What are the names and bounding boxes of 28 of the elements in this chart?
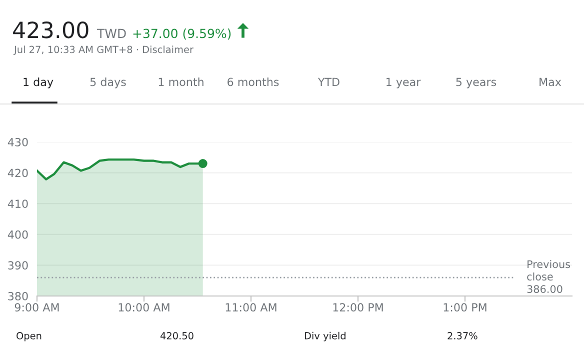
y-tick-label: 420 [8, 168, 28, 178]
x-tick-label: 12:00 PM [333, 303, 383, 312]
ref-line-label: Previous close 386.00 [527, 260, 570, 293]
text: 1 month [158, 78, 204, 86]
x-tick-label: 10:00 AM [118, 303, 170, 312]
text: 1 day [24, 78, 54, 88]
text: Jul 27, 10:33 AM GMT+8 · Disclaimer [13, 46, 194, 55]
text: 5 years [456, 78, 496, 88]
text: TWD [96, 28, 126, 38]
text: Max [540, 78, 562, 86]
text: 2.37% [448, 332, 478, 340]
text: Div yield [304, 332, 346, 342]
chart-title: 423.00 [13, 22, 88, 38]
x-tick-label: 1:00 PM [444, 303, 486, 312]
text: YTD [318, 78, 340, 86]
x-tick-label: 9:00 AM [14, 303, 59, 312]
text: +37.00 (9.59%) [133, 28, 231, 40]
text: 420.50 [160, 332, 194, 340]
y-tick-label: 380 [8, 292, 28, 300]
text: Open [16, 332, 42, 342]
y-tick-label: 410 [8, 200, 28, 208]
text: 1 year [386, 78, 421, 88]
y-tick-label: 390 [8, 261, 28, 270]
y-tick-label: 400 [8, 230, 28, 239]
text: 6 months [228, 78, 279, 86]
y-tick-label: 430 [8, 138, 28, 146]
x-tick-label: 11:00 AM [226, 303, 276, 312]
text: 5 days [90, 78, 126, 88]
